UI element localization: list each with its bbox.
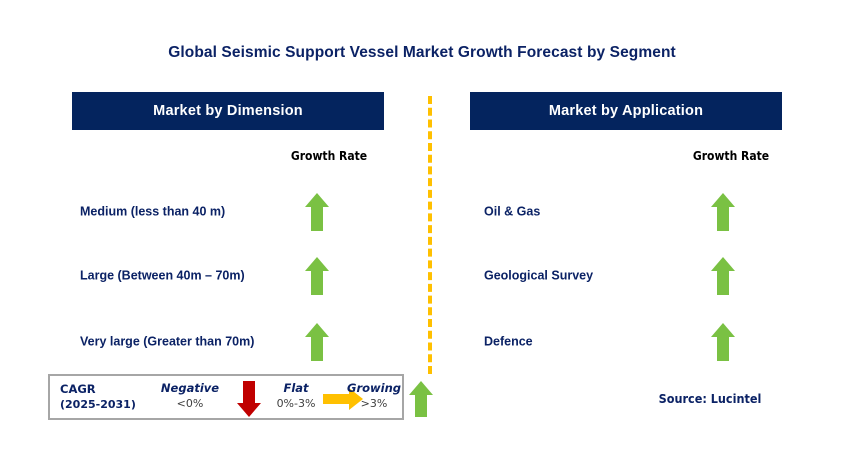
- arrow-up-icon: [305, 257, 329, 295]
- growth-indicator: [710, 322, 736, 362]
- column-header-growth-rate-application: Growth Rate: [692, 149, 770, 163]
- legend-term: Growing: [347, 381, 401, 395]
- legend-term: Negative: [160, 381, 220, 395]
- legend-period: (2025-2031): [60, 398, 136, 411]
- table-row: Oil & Gas: [470, 180, 782, 244]
- segment-label: Medium (less than 40 m): [80, 204, 226, 219]
- growth-indicator: [304, 322, 330, 362]
- table-row: Defence: [470, 310, 782, 374]
- legend-metric: CAGR: [60, 382, 96, 396]
- panel-header-application: Market by Application: [470, 92, 782, 130]
- growth-indicator: [710, 256, 736, 296]
- arrow-down-icon: [237, 381, 261, 417]
- growth-indicator: [710, 192, 736, 232]
- growth-indicator: [304, 256, 330, 296]
- panel-divider: [428, 96, 432, 374]
- legend-term: Flat: [283, 381, 309, 395]
- table-row: Very large (Greater than 70m): [72, 310, 384, 374]
- page-title: Global Seismic Support Vessel Market Gro…: [168, 44, 676, 61]
- arrow-right-icon: [323, 388, 363, 410]
- legend-item-growing: Growing >3%: [340, 380, 408, 412]
- arrow-up-icon: [711, 193, 735, 231]
- source-label: Source: Lucintel: [658, 391, 762, 406]
- legend-item-negative: Negative <0%: [154, 380, 226, 412]
- segment-label: Defence: [484, 334, 533, 349]
- arrow-up-icon: [305, 193, 329, 231]
- growth-indicator: [304, 192, 330, 232]
- panel-market-by-application: Market by Application Growth Rate Oil & …: [470, 92, 782, 361]
- table-row: Large (Between 40m – 70m): [72, 244, 384, 308]
- segment-label: Large (Between 40m – 70m): [80, 268, 245, 283]
- segment-label: Geological Survey: [484, 268, 594, 283]
- legend-range: 0%-3%: [276, 397, 316, 410]
- arrow-up-icon: [305, 323, 329, 361]
- table-row: Geological Survey: [470, 244, 782, 308]
- legend-item-flat: Flat 0%-3%: [264, 380, 328, 412]
- panel-header-dimension: Market by Dimension: [72, 92, 384, 130]
- arrow-up-icon: [711, 257, 735, 295]
- segment-label: Very large (Greater than 70m): [80, 334, 255, 349]
- panel-market-by-dimension: Market by Dimension Growth Rate Medium (…: [72, 92, 384, 361]
- arrow-up-icon: [711, 323, 735, 361]
- arrow-up-icon: [409, 381, 433, 417]
- legend-cagr-label: CAGR (2025-2031): [60, 381, 136, 413]
- legend-box: CAGR (2025-2031) Negative <0% Flat 0%-3%…: [48, 374, 433, 420]
- legend-range: >3%: [360, 397, 388, 410]
- table-row: Medium (less than 40 m): [72, 180, 384, 244]
- column-header-growth-rate-dimension: Growth Rate: [290, 149, 368, 163]
- legend-range: <0%: [176, 397, 204, 410]
- segment-label: Oil & Gas: [484, 204, 541, 219]
